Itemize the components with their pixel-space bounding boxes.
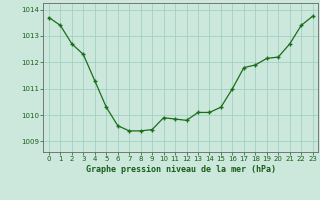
X-axis label: Graphe pression niveau de la mer (hPa): Graphe pression niveau de la mer (hPa) [86,165,276,174]
